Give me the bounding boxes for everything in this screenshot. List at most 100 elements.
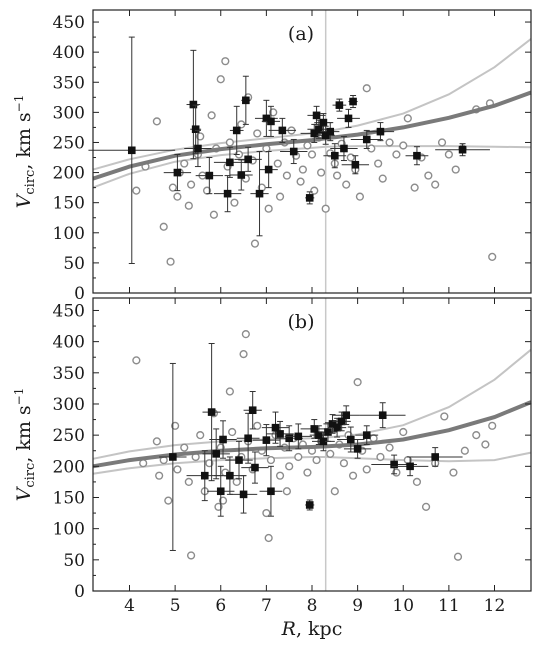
open-data-point <box>472 431 481 440</box>
open-data-point <box>310 186 319 195</box>
y-tick-label: 350 <box>53 364 85 384</box>
x-tick-label: 12 <box>484 596 506 616</box>
open-data-point <box>207 111 216 120</box>
open-data-point <box>312 455 321 465</box>
x-tick-label: 5 <box>170 596 181 616</box>
filled-data-point <box>267 487 275 496</box>
open-data-point <box>253 421 262 430</box>
open-data-point <box>205 459 214 468</box>
filled-data-point <box>376 127 385 136</box>
filled-data-point <box>324 428 332 436</box>
open-data-point <box>164 496 173 505</box>
open-data-point <box>376 452 385 462</box>
filled-data-point <box>328 420 337 428</box>
filled-data-point <box>223 189 232 198</box>
x-tick-label: 11 <box>438 596 460 616</box>
y-tick-label: 150 <box>53 488 85 508</box>
filled-data-point <box>205 171 214 180</box>
open-data-point <box>173 465 182 474</box>
open-data-point <box>173 192 182 201</box>
open-data-point <box>399 427 408 437</box>
filled-data-point <box>278 126 287 135</box>
open-data-point <box>392 150 401 159</box>
filled-data-point <box>335 101 344 109</box>
open-data-point <box>353 378 362 387</box>
x-axis-label: R, kpc <box>281 618 343 640</box>
open-data-point <box>339 459 349 468</box>
open-data-point <box>374 159 383 168</box>
open-data-point <box>186 180 196 189</box>
open-data-point <box>180 159 189 168</box>
open-data-point <box>228 427 237 437</box>
open-data-point <box>412 477 422 487</box>
filled-data-point <box>207 408 216 416</box>
open-data-point <box>285 462 294 471</box>
filled-data-point <box>267 117 275 126</box>
filled-data-point <box>212 450 220 458</box>
filled-data-point <box>340 144 348 153</box>
open-data-point <box>488 252 497 261</box>
filled-data-point <box>237 171 246 179</box>
filled-data-point <box>378 411 387 419</box>
open-data-point <box>230 198 239 207</box>
open-data-point <box>186 551 196 560</box>
filled-data-point <box>305 194 314 202</box>
filled-data-point <box>413 151 421 160</box>
open-data-point <box>362 84 371 93</box>
open-data-point <box>196 431 205 440</box>
open-data-point <box>440 412 449 421</box>
open-data-point <box>139 459 148 468</box>
open-data-point <box>453 552 463 561</box>
open-data-point <box>155 471 164 480</box>
open-data-point <box>326 449 335 458</box>
open-data-point <box>264 533 273 543</box>
open-data-point <box>218 496 228 505</box>
open-data-point <box>166 257 175 266</box>
filled-data-point <box>362 431 371 439</box>
y-tick-label: 350 <box>53 73 85 93</box>
filled-data-point <box>342 411 351 419</box>
open-data-point <box>216 75 225 84</box>
open-data-point <box>298 165 307 174</box>
filled-data-point <box>200 471 209 480</box>
open-data-point <box>152 117 161 126</box>
open-data-point <box>184 477 193 487</box>
open-data-point <box>132 186 141 195</box>
filled-data-point <box>216 487 225 496</box>
open-data-point <box>378 174 387 183</box>
open-data-point <box>282 487 292 496</box>
open-data-point <box>221 57 230 66</box>
open-data-point <box>317 168 326 177</box>
open-data-point <box>266 455 276 465</box>
open-data-point <box>321 204 330 213</box>
filled-data-point <box>255 189 264 198</box>
y-tick-label: 450 <box>53 13 85 33</box>
open-data-point <box>303 468 312 477</box>
filled-data-point <box>191 125 200 134</box>
filled-data-point <box>319 118 328 127</box>
x-tick-label: 10 <box>392 596 414 616</box>
filled-data-point <box>315 431 323 439</box>
open-data-point <box>330 487 339 496</box>
filled-data-point <box>362 135 371 144</box>
open-data-point <box>225 387 234 396</box>
open-data-point <box>451 165 460 174</box>
open-data-point <box>431 180 440 189</box>
open-data-point <box>253 129 262 138</box>
open-data-point <box>385 443 394 452</box>
chart-panel-a: 0 50 100 150 200 250 300 350 400 450 (a) Vcirc, km … <box>12 9 532 304</box>
filled-data-point <box>235 456 243 464</box>
open-data-point <box>348 471 358 480</box>
chart-panel-b: 0 50 100 150 200 250 300 350 400 450 4 5 6 7 8 9 10 11 12 (… <box>12 297 532 640</box>
open-data-point <box>332 171 342 180</box>
open-data-point <box>488 421 497 430</box>
open-data-point <box>184 201 193 210</box>
open-data-point <box>385 138 394 147</box>
open-data-point <box>214 502 223 511</box>
filled-data-point <box>239 490 248 499</box>
open-data-point <box>362 465 371 474</box>
open-data-point <box>273 159 282 168</box>
y-tick-label: 0 <box>74 582 85 602</box>
open-data-point <box>264 204 273 213</box>
